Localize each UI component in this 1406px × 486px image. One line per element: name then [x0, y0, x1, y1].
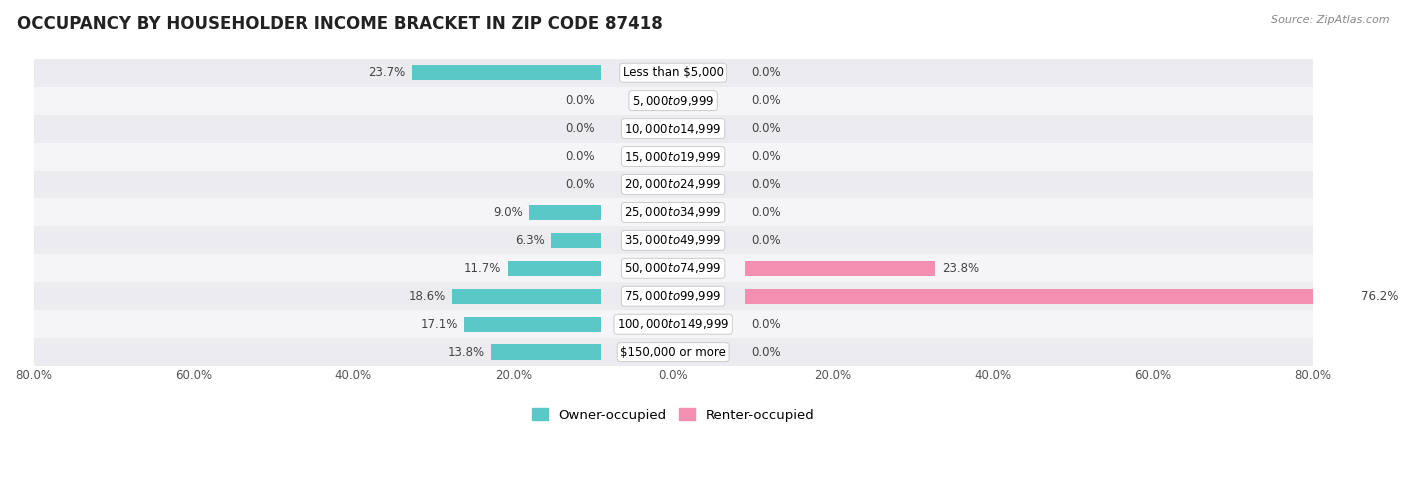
Bar [491, 345, 602, 360]
Text: 0.0%: 0.0% [751, 122, 782, 135]
Text: 9.0%: 9.0% [494, 206, 523, 219]
Bar [34, 338, 1313, 366]
Text: $150,000 or more: $150,000 or more [620, 346, 725, 359]
Text: 0.0%: 0.0% [565, 122, 595, 135]
Text: 18.6%: 18.6% [409, 290, 446, 303]
Bar [34, 254, 1313, 282]
Bar [412, 65, 602, 80]
Text: $10,000 to $14,999: $10,000 to $14,999 [624, 122, 721, 136]
Text: 6.3%: 6.3% [515, 234, 544, 247]
Text: OCCUPANCY BY HOUSEHOLDER INCOME BRACKET IN ZIP CODE 87418: OCCUPANCY BY HOUSEHOLDER INCOME BRACKET … [17, 15, 662, 33]
Text: Less than $5,000: Less than $5,000 [623, 66, 724, 79]
Text: 0.0%: 0.0% [751, 318, 782, 330]
Bar [551, 233, 602, 248]
Text: $50,000 to $74,999: $50,000 to $74,999 [624, 261, 721, 275]
Text: 76.2%: 76.2% [1361, 290, 1398, 303]
Text: $20,000 to $24,999: $20,000 to $24,999 [624, 177, 721, 191]
Bar [34, 87, 1313, 115]
Text: 0.0%: 0.0% [751, 150, 782, 163]
Bar [508, 260, 602, 276]
Bar [529, 205, 602, 220]
Bar [34, 198, 1313, 226]
Text: 13.8%: 13.8% [447, 346, 485, 359]
Text: 0.0%: 0.0% [565, 150, 595, 163]
Text: 23.7%: 23.7% [368, 66, 405, 79]
Text: 0.0%: 0.0% [751, 206, 782, 219]
Bar [453, 289, 602, 304]
Text: 0.0%: 0.0% [751, 178, 782, 191]
Bar [745, 260, 935, 276]
Text: 23.8%: 23.8% [942, 262, 979, 275]
Text: $5,000 to $9,999: $5,000 to $9,999 [631, 94, 714, 108]
Text: 0.0%: 0.0% [751, 94, 782, 107]
Text: $15,000 to $19,999: $15,000 to $19,999 [624, 150, 721, 164]
Bar [34, 171, 1313, 198]
Text: 17.1%: 17.1% [420, 318, 458, 330]
Bar [464, 316, 602, 332]
Bar [34, 282, 1313, 310]
Bar [34, 59, 1313, 87]
Text: 0.0%: 0.0% [565, 178, 595, 191]
Bar [34, 142, 1313, 171]
Text: $100,000 to $149,999: $100,000 to $149,999 [617, 317, 730, 331]
Text: 0.0%: 0.0% [565, 94, 595, 107]
Legend: Owner-occupied, Renter-occupied: Owner-occupied, Renter-occupied [526, 403, 820, 427]
Bar [34, 115, 1313, 142]
Text: 0.0%: 0.0% [751, 66, 782, 79]
Text: $35,000 to $49,999: $35,000 to $49,999 [624, 233, 721, 247]
Text: $75,000 to $99,999: $75,000 to $99,999 [624, 289, 721, 303]
Text: Source: ZipAtlas.com: Source: ZipAtlas.com [1271, 15, 1389, 25]
Bar [34, 310, 1313, 338]
Bar [34, 226, 1313, 254]
Bar [745, 289, 1354, 304]
Text: 11.7%: 11.7% [464, 262, 501, 275]
Text: 0.0%: 0.0% [751, 234, 782, 247]
Text: 0.0%: 0.0% [751, 346, 782, 359]
Text: $25,000 to $34,999: $25,000 to $34,999 [624, 206, 721, 219]
